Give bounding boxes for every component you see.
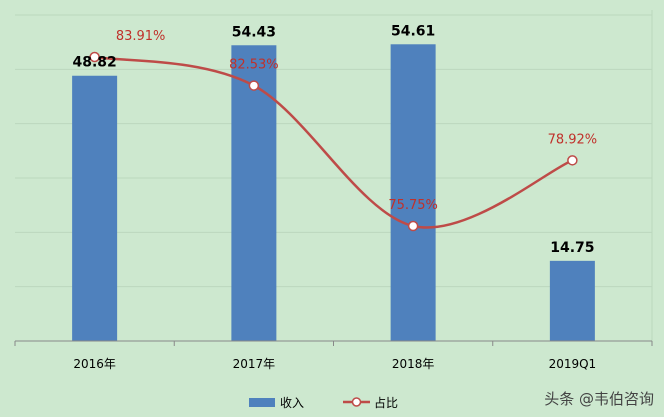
legend: 收入 占比 xyxy=(249,395,398,410)
legend-marker xyxy=(351,397,362,407)
line-value-label-2: 75.75% xyxy=(388,198,438,213)
legend-swatch-bar xyxy=(249,398,275,407)
data-labels: 48.82 54.43 54.61 14.75 83.91% 82.53% 75.75% 78… xyxy=(72,23,597,256)
bar-3 xyxy=(549,260,595,341)
line-point-3 xyxy=(567,155,578,166)
line-point-2 xyxy=(407,220,419,232)
line-series xyxy=(89,51,578,232)
legend-label-bar: 收入 xyxy=(280,396,304,410)
line-value-label-3: 78.92% xyxy=(548,132,598,147)
x-axis: 2016年 2017年 2018年 2019Q1 xyxy=(14,340,653,371)
line-point-0 xyxy=(89,51,100,63)
legend-label-line: 占比 xyxy=(374,395,398,410)
bar-value-label-3: 14.75 xyxy=(550,240,594,256)
bar-value-label-2: 54.61 xyxy=(391,23,435,39)
x-tick-label-1: 2017年 xyxy=(233,357,276,371)
watermark: 头条 @韦伯咨询 xyxy=(544,390,654,408)
gridlines xyxy=(15,10,653,341)
bar-value-label-1: 54.43 xyxy=(232,24,276,40)
x-tick-label-2: 2018年 xyxy=(392,357,435,371)
line-value-label-0: 83.91% xyxy=(116,29,166,44)
bar-2 xyxy=(390,44,436,341)
bar-0 xyxy=(72,75,118,342)
line-value-label-1: 82.53% xyxy=(229,58,279,73)
line-point-1 xyxy=(248,80,260,91)
bars xyxy=(72,44,595,342)
line-path xyxy=(94,55,573,229)
bar-value-label-0: 48.82 xyxy=(72,55,116,71)
x-tick-label-0: 2016年 xyxy=(73,357,116,371)
x-tick-label-3: 2019Q1 xyxy=(549,357,597,371)
